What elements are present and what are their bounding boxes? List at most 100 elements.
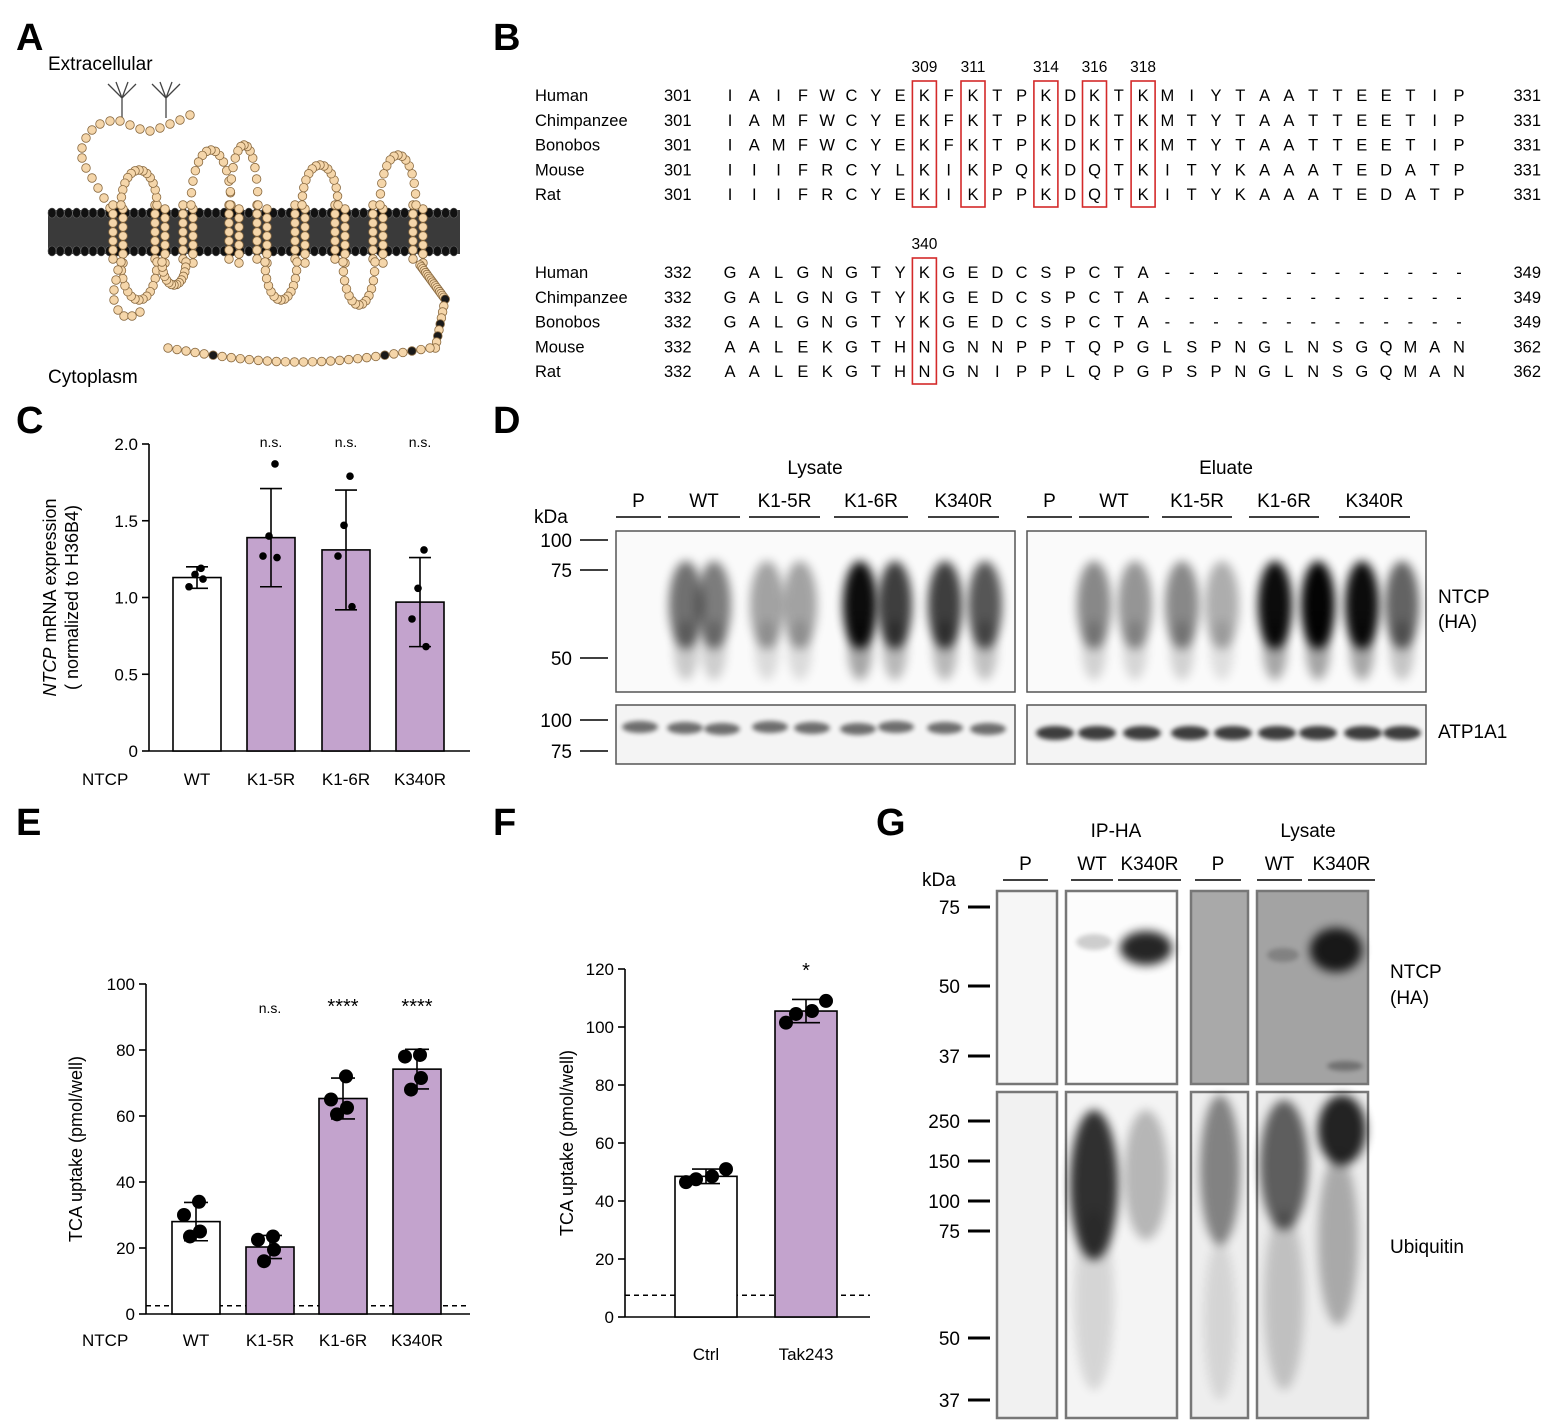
panel-letter-g: G <box>876 802 906 844</box>
residue <box>252 218 262 228</box>
residue-letter: - <box>1359 264 1365 282</box>
residue <box>262 249 272 259</box>
residue-letter: Y <box>870 161 881 179</box>
residue <box>297 191 308 201</box>
chart-e: 0 20 40 60 80 100 TCA uptake (pmol/well) NTCP WT… <box>66 975 470 1350</box>
residue-letter: C <box>846 87 858 105</box>
atp1a1-band <box>794 722 830 734</box>
residue <box>217 351 227 362</box>
residue-letter: A <box>1283 137 1294 155</box>
residue-letter: - <box>1213 264 1219 282</box>
residue <box>330 209 340 219</box>
lipid-head <box>80 245 90 257</box>
residue-letter: G <box>845 314 858 332</box>
residue-letter: - <box>1359 289 1365 307</box>
residue-letter: G <box>1258 338 1271 356</box>
residue-letter: - <box>1189 289 1195 307</box>
residue-letter: K <box>822 338 833 356</box>
residue <box>234 204 244 214</box>
residue <box>289 357 300 367</box>
lipid-head <box>310 207 319 219</box>
cytoplasm-label: Cytoplasm <box>48 367 138 388</box>
residue <box>378 240 388 250</box>
ntcp-band <box>1301 561 1335 649</box>
residue-letter: A <box>749 264 760 282</box>
residue-letter: C <box>1016 289 1028 307</box>
residue-letter: K <box>1138 137 1149 155</box>
residue <box>377 178 387 189</box>
seq-start: 332 <box>664 363 692 381</box>
species-name: Chimpanzee <box>535 289 628 307</box>
residue <box>157 257 167 267</box>
residue-letter: - <box>1408 314 1414 332</box>
residue-letter: T <box>1405 87 1415 105</box>
residue <box>262 204 272 214</box>
residue-letter: E <box>1381 112 1392 130</box>
y-tick-label: 100 <box>586 1018 614 1037</box>
lipid-head <box>137 245 147 257</box>
residue-letter: T <box>1332 186 1342 204</box>
residue-letter: L <box>1284 363 1293 381</box>
y-tick-label: 60 <box>595 1134 614 1153</box>
residue <box>418 249 428 259</box>
residue-letter: D <box>991 289 1003 307</box>
residue-letter: - <box>1286 289 1292 307</box>
residue <box>378 249 388 259</box>
residue <box>340 231 350 241</box>
highlight-box <box>1033 80 1059 208</box>
ubiquitin-smear <box>1204 1240 1236 1400</box>
lipid-head <box>47 207 57 219</box>
residue <box>108 236 118 246</box>
ntcp-smear <box>1306 620 1330 680</box>
significance-label: **** <box>327 996 358 1018</box>
highlight-box <box>1130 80 1156 208</box>
residue-letter: T <box>871 314 881 332</box>
residue-letter: K <box>822 363 833 381</box>
residue-letter: N <box>821 264 833 282</box>
residue-letter: W <box>819 137 835 155</box>
residue-letter: I <box>728 186 733 204</box>
residue-letter: N <box>1307 363 1319 381</box>
residue-letter: G <box>724 314 737 332</box>
marker-label: 75 <box>551 561 572 582</box>
data-point <box>414 584 422 593</box>
residue <box>316 356 327 367</box>
residue <box>230 153 240 163</box>
lipid-head <box>244 207 254 219</box>
residue-letter: T <box>1114 87 1124 105</box>
residue-letter: E <box>967 289 978 307</box>
lane-label: P <box>1043 491 1056 512</box>
residue <box>127 311 137 321</box>
residue-letter: T <box>1114 289 1124 307</box>
residue-letter: T <box>1187 137 1197 155</box>
residue <box>108 209 118 219</box>
chart-c: 0 0.5 1.0 1.5 2.0 NTCP mRNA expression( norma… <box>40 434 470 789</box>
residue-letter: - <box>1432 289 1438 307</box>
residue-letter: P <box>1113 363 1124 381</box>
residue <box>113 265 123 275</box>
residue-letter: - <box>1432 264 1438 282</box>
lipid-head <box>244 245 254 257</box>
residue-letter: - <box>1213 314 1219 332</box>
residue-letter: P <box>1453 112 1464 130</box>
residue-letter: L <box>774 264 783 282</box>
residue <box>353 353 363 364</box>
residue-letter: Y <box>1210 112 1221 130</box>
residue-letter: T <box>1114 112 1124 130</box>
y-tick-label: 20 <box>116 1239 135 1258</box>
residue-letter: P <box>992 161 1003 179</box>
residue <box>99 193 109 203</box>
glycan-icon <box>151 81 181 118</box>
marker-label: 75 <box>551 742 572 763</box>
residue-letter: P <box>1453 137 1464 155</box>
residue-letter: - <box>1383 264 1389 282</box>
residue <box>145 126 155 136</box>
x-tick-label: K340R <box>394 770 446 789</box>
lipid-head <box>88 207 98 219</box>
residue <box>382 161 392 171</box>
residue-letter: F <box>798 87 808 105</box>
residue <box>368 227 378 237</box>
ntcp-smear <box>1210 620 1234 680</box>
residue-letter: T <box>1405 137 1415 155</box>
residue-letter: D <box>1064 87 1076 105</box>
